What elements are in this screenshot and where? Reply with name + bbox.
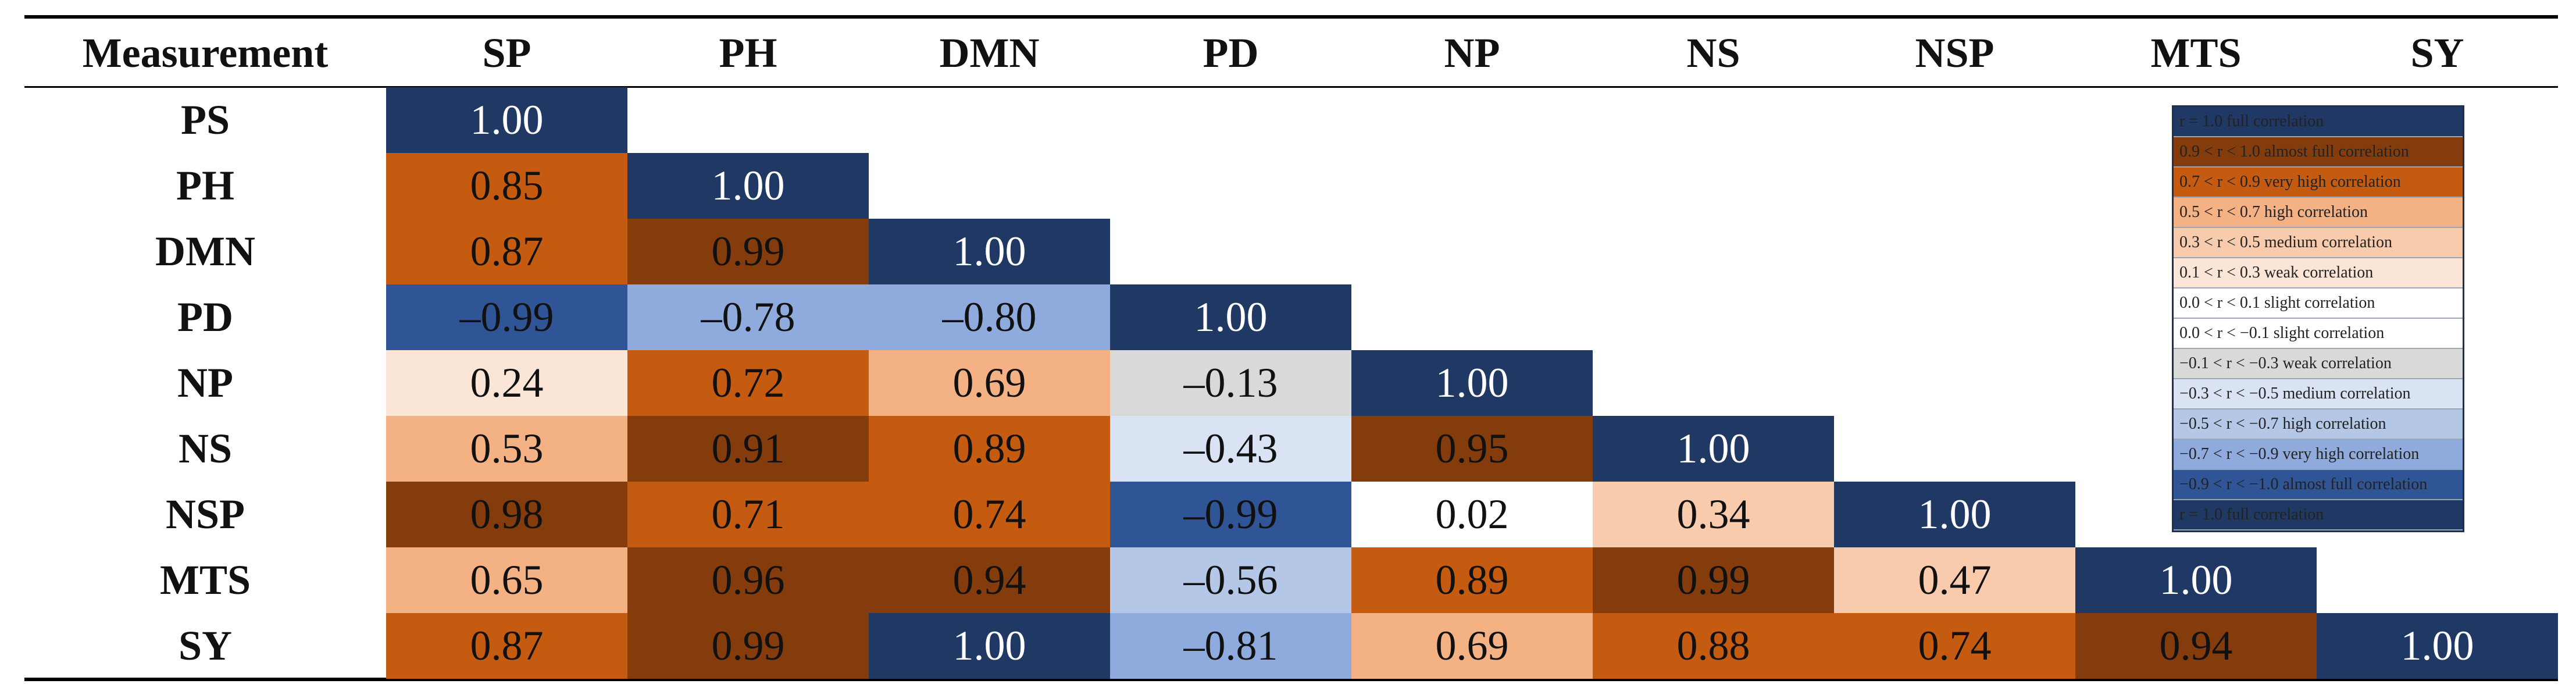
correlation-cell: 0.95	[1351, 416, 1593, 482]
correlation-cell: 0.47	[1834, 547, 2075, 613]
correlation-cell: 1.00	[1834, 482, 2075, 547]
column-header: MTS	[2150, 29, 2242, 76]
bottom-rule	[24, 678, 2558, 681]
legend: r = 1.0 full correlation 0.9 < r < 1.0 al…	[2172, 105, 2464, 532]
correlation-cell: 0.69	[869, 350, 1110, 416]
correlation-cell: 0.65	[386, 547, 627, 613]
column-header: PH	[719, 29, 777, 76]
correlation-cell: –0.80	[869, 284, 1110, 350]
correlation-cell: 0.96	[627, 547, 869, 613]
legend-entry: −0.9 < r < −1.0 almost full correlation	[2174, 470, 2463, 500]
row-label: PD	[177, 294, 233, 340]
legend-entry: 0.0 < r < −0.1 slight correlation	[2174, 319, 2463, 349]
correlation-cell: 0.99	[1593, 547, 1834, 613]
row-label: NSP	[165, 491, 245, 537]
legend-entry: 0.1 < r < 0.3 weak correlation	[2174, 258, 2463, 289]
legend-entry: −0.1 < r < −0.3 weak correlation	[2174, 349, 2463, 379]
correlation-cell: 0.99	[627, 613, 869, 679]
row-label: PS	[180, 97, 230, 143]
column-header: NSP	[1915, 29, 1995, 76]
correlation-cell: 0.89	[869, 416, 1110, 482]
column-header: DMN	[939, 29, 1040, 76]
correlation-cell: 0.53	[386, 416, 627, 482]
correlation-cell: 0.94	[869, 547, 1110, 613]
correlation-cell: –0.81	[1110, 613, 1351, 679]
correlation-cell: 1.00	[1351, 350, 1593, 416]
correlation-cell: 1.00	[869, 219, 1110, 284]
column-header: SY	[2410, 29, 2464, 76]
correlation-cell: 1.00	[386, 87, 627, 153]
top-rule	[24, 15, 2558, 19]
row-label: SY	[178, 622, 233, 669]
legend-entry: 0.9 < r < 1.0 almost full correlation	[2174, 137, 2463, 168]
row-label: NS	[178, 425, 233, 472]
legend-entry: r = 1.0 full correlation	[2174, 107, 2463, 137]
legend-entry: −0.7 < r < −0.9 very high correlation	[2174, 440, 2463, 470]
legend-entry: 0.3 < r < 0.5 medium correlation	[2174, 228, 2463, 258]
correlation-cell: 1.00	[627, 153, 869, 219]
legend-entry: 0.7 < r < 0.9 very high correlation	[2174, 168, 2463, 198]
correlation-cell: –0.78	[627, 284, 869, 350]
correlation-cell: –0.13	[1110, 350, 1351, 416]
correlation-cell: –0.99	[1110, 482, 1351, 547]
correlation-cell: 1.00	[1593, 416, 1834, 482]
correlation-cell: 0.98	[386, 482, 627, 547]
correlation-cell: 0.74	[1834, 613, 2075, 679]
correlation-cell: 0.87	[386, 613, 627, 679]
row-label: PH	[176, 162, 234, 209]
correlation-cell: 1.00	[2075, 547, 2317, 613]
row-label: NP	[177, 359, 233, 406]
correlation-cell: 0.02	[1351, 482, 1593, 547]
correlation-cell: 0.87	[386, 219, 627, 284]
correlation-cell: –0.99	[386, 284, 627, 350]
correlation-cell: 0.99	[627, 219, 869, 284]
row-label: DMN	[155, 228, 255, 275]
correlation-cell: 0.85	[386, 153, 627, 219]
column-header: SP	[482, 29, 531, 76]
column-header: NS	[1686, 29, 1740, 76]
correlation-cell: 0.71	[627, 482, 869, 547]
correlation-cell: 0.91	[627, 416, 869, 482]
correlation-cell: 0.74	[869, 482, 1110, 547]
column-header: PD	[1203, 29, 1259, 76]
legend-entry: −0.5 < r < −0.7 high correlation	[2174, 409, 2463, 440]
legend-entry: 0.0 < r < 0.1 slight correlation	[2174, 289, 2463, 319]
correlation-cell: 0.88	[1593, 613, 1834, 679]
column-header: Measurement	[82, 29, 329, 76]
header-rule	[24, 86, 2558, 88]
correlation-cell: 0.89	[1351, 547, 1593, 613]
correlation-cell: 1.00	[1110, 284, 1351, 350]
correlation-cell: 1.00	[2317, 613, 2558, 679]
row-label: MTS	[159, 557, 251, 603]
correlation-cell: 1.00	[869, 613, 1110, 679]
legend-entry: r = 1.0 full correlation	[2174, 500, 2463, 530]
correlation-cell: –0.43	[1110, 416, 1351, 482]
correlation-cell: 0.24	[386, 350, 627, 416]
correlation-cell: 0.94	[2075, 613, 2317, 679]
correlation-cell: 0.69	[1351, 613, 1593, 679]
column-header: NP	[1444, 29, 1500, 76]
correlation-cell: 0.72	[627, 350, 869, 416]
correlation-cell: –0.56	[1110, 547, 1351, 613]
correlation-cell: 0.34	[1593, 482, 1834, 547]
legend-entry: 0.5 < r < 0.7 high correlation	[2174, 198, 2463, 228]
legend-entry: −0.3 < r < −0.5 medium correlation	[2174, 379, 2463, 409]
